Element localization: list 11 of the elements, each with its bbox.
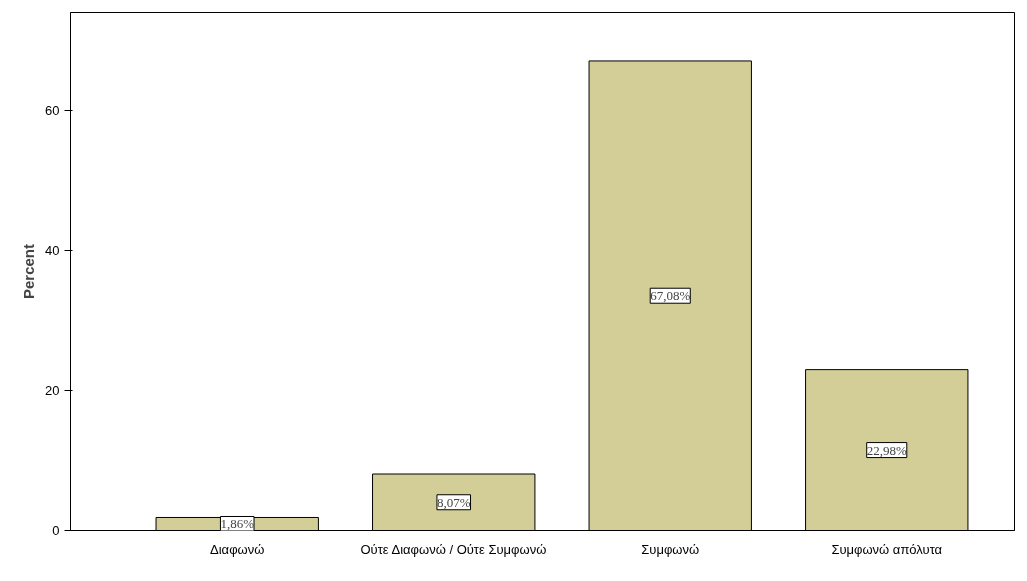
x-tick-label: Συμφωνώ xyxy=(641,541,700,557)
data-label: 67,08% xyxy=(650,288,691,304)
y-tick-label: 40 xyxy=(45,243,60,258)
y-tick-label: 0 xyxy=(52,523,60,538)
x-tick-label: Διαφωνώ xyxy=(210,541,265,557)
x-tick-label: Ούτε Διαφωνώ / Ούτε Συμφωνώ xyxy=(360,541,547,557)
x-tick-label: Συμφωνώ απόλυτα xyxy=(831,541,943,557)
data-label: 22,98% xyxy=(866,442,907,458)
y-tick-label: 60 xyxy=(45,103,60,118)
y-tick-label: 20 xyxy=(45,383,60,398)
y-axis-title: Percent xyxy=(20,243,38,300)
